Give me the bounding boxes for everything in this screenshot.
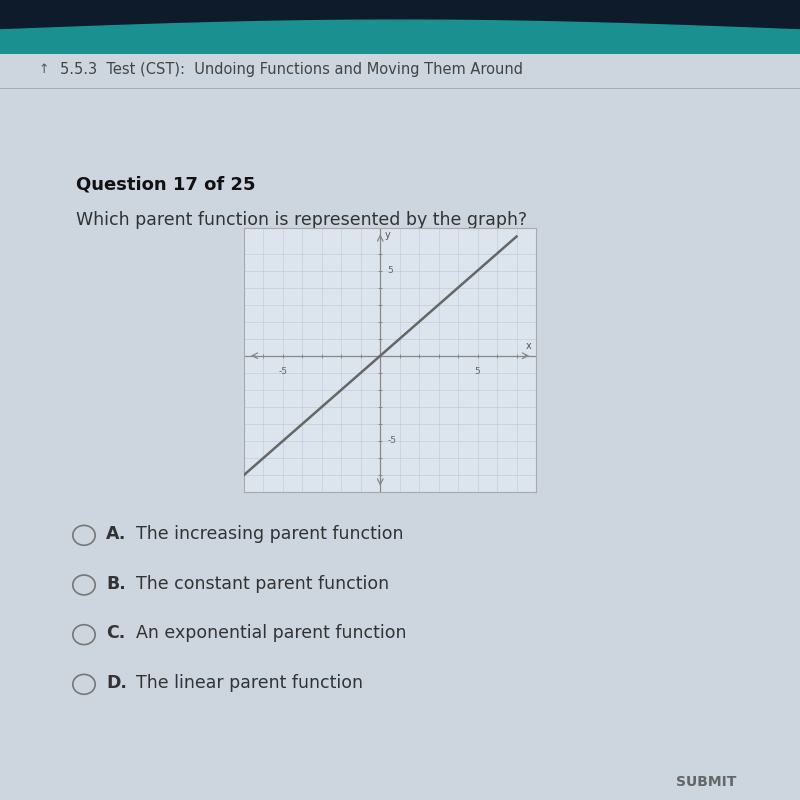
Text: B.: B. xyxy=(106,574,126,593)
Text: The increasing parent function: The increasing parent function xyxy=(136,525,403,543)
Text: A.: A. xyxy=(106,525,126,543)
Text: -5: -5 xyxy=(278,367,287,376)
Text: -5: -5 xyxy=(387,437,396,446)
Text: y: y xyxy=(385,230,391,240)
Text: Which parent function is represented by the graph?: Which parent function is represented by … xyxy=(76,211,527,229)
Text: SUBMIT: SUBMIT xyxy=(676,775,736,790)
Text: An exponential parent function: An exponential parent function xyxy=(136,624,406,642)
Text: ↑: ↑ xyxy=(38,63,50,76)
Bar xyxy=(0,0,800,30)
Text: C.: C. xyxy=(106,624,126,642)
Text: 5: 5 xyxy=(387,266,393,275)
Text: D.: D. xyxy=(106,674,127,692)
Text: x: x xyxy=(526,342,531,351)
Text: The linear parent function: The linear parent function xyxy=(136,674,363,692)
Text: 5.5.3  Test (CST):  Undoing Functions and Moving Them Around: 5.5.3 Test (CST): Undoing Functions and … xyxy=(60,62,523,77)
Text: The constant parent function: The constant parent function xyxy=(136,574,389,593)
Text: 5: 5 xyxy=(474,367,481,376)
Text: Question 17 of 25: Question 17 of 25 xyxy=(76,175,255,194)
